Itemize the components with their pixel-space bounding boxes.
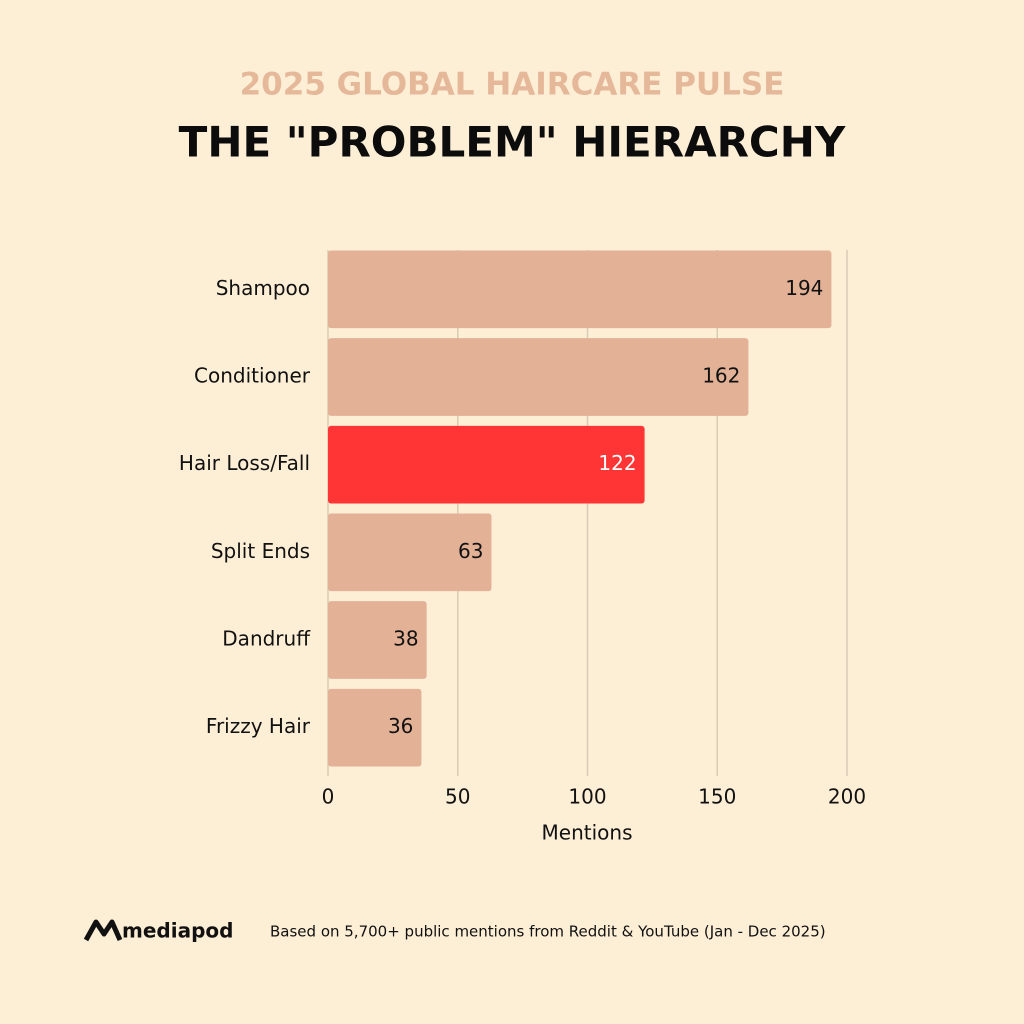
bar (328, 338, 749, 416)
value-label: 38 (393, 627, 418, 651)
bar (328, 601, 427, 679)
bar (328, 688, 422, 767)
y-tick-label: Frizzy Hair (206, 714, 311, 738)
x-tick-label: 100 (568, 785, 606, 809)
y-tick-label: Conditioner (194, 364, 311, 388)
value-label: 122 (598, 451, 636, 475)
value-label: 63 (458, 539, 483, 563)
bar (328, 425, 645, 504)
value-label: 194 (785, 276, 823, 300)
y-tick-label: Split Ends (211, 539, 310, 563)
x-tick-label: 200 (828, 785, 866, 809)
chart-supertitle: 2025 GLOBAL HAIRCARE PULSE (240, 67, 785, 103)
brand-name: mediapod (122, 919, 233, 943)
y-tick-label: Hair Loss/Fall (179, 451, 310, 475)
y-tick-label: Shampoo (216, 276, 310, 300)
x-axis-label: Mentions (542, 821, 633, 845)
footnote: Based on 5,700+ public mentions from Red… (270, 923, 826, 941)
x-tick-label: 0 (322, 785, 335, 809)
brand-logo (83, 919, 123, 942)
x-tick-label: 150 (698, 785, 736, 809)
chart-title: THE "PROBLEM" HIERARCHY (179, 118, 846, 167)
x-tick-label: 50 (445, 785, 470, 809)
y-tick-label: Dandruff (222, 627, 311, 651)
bar (328, 250, 832, 329)
value-label: 36 (388, 714, 413, 738)
value-label: 162 (702, 364, 740, 388)
bar (328, 513, 492, 592)
